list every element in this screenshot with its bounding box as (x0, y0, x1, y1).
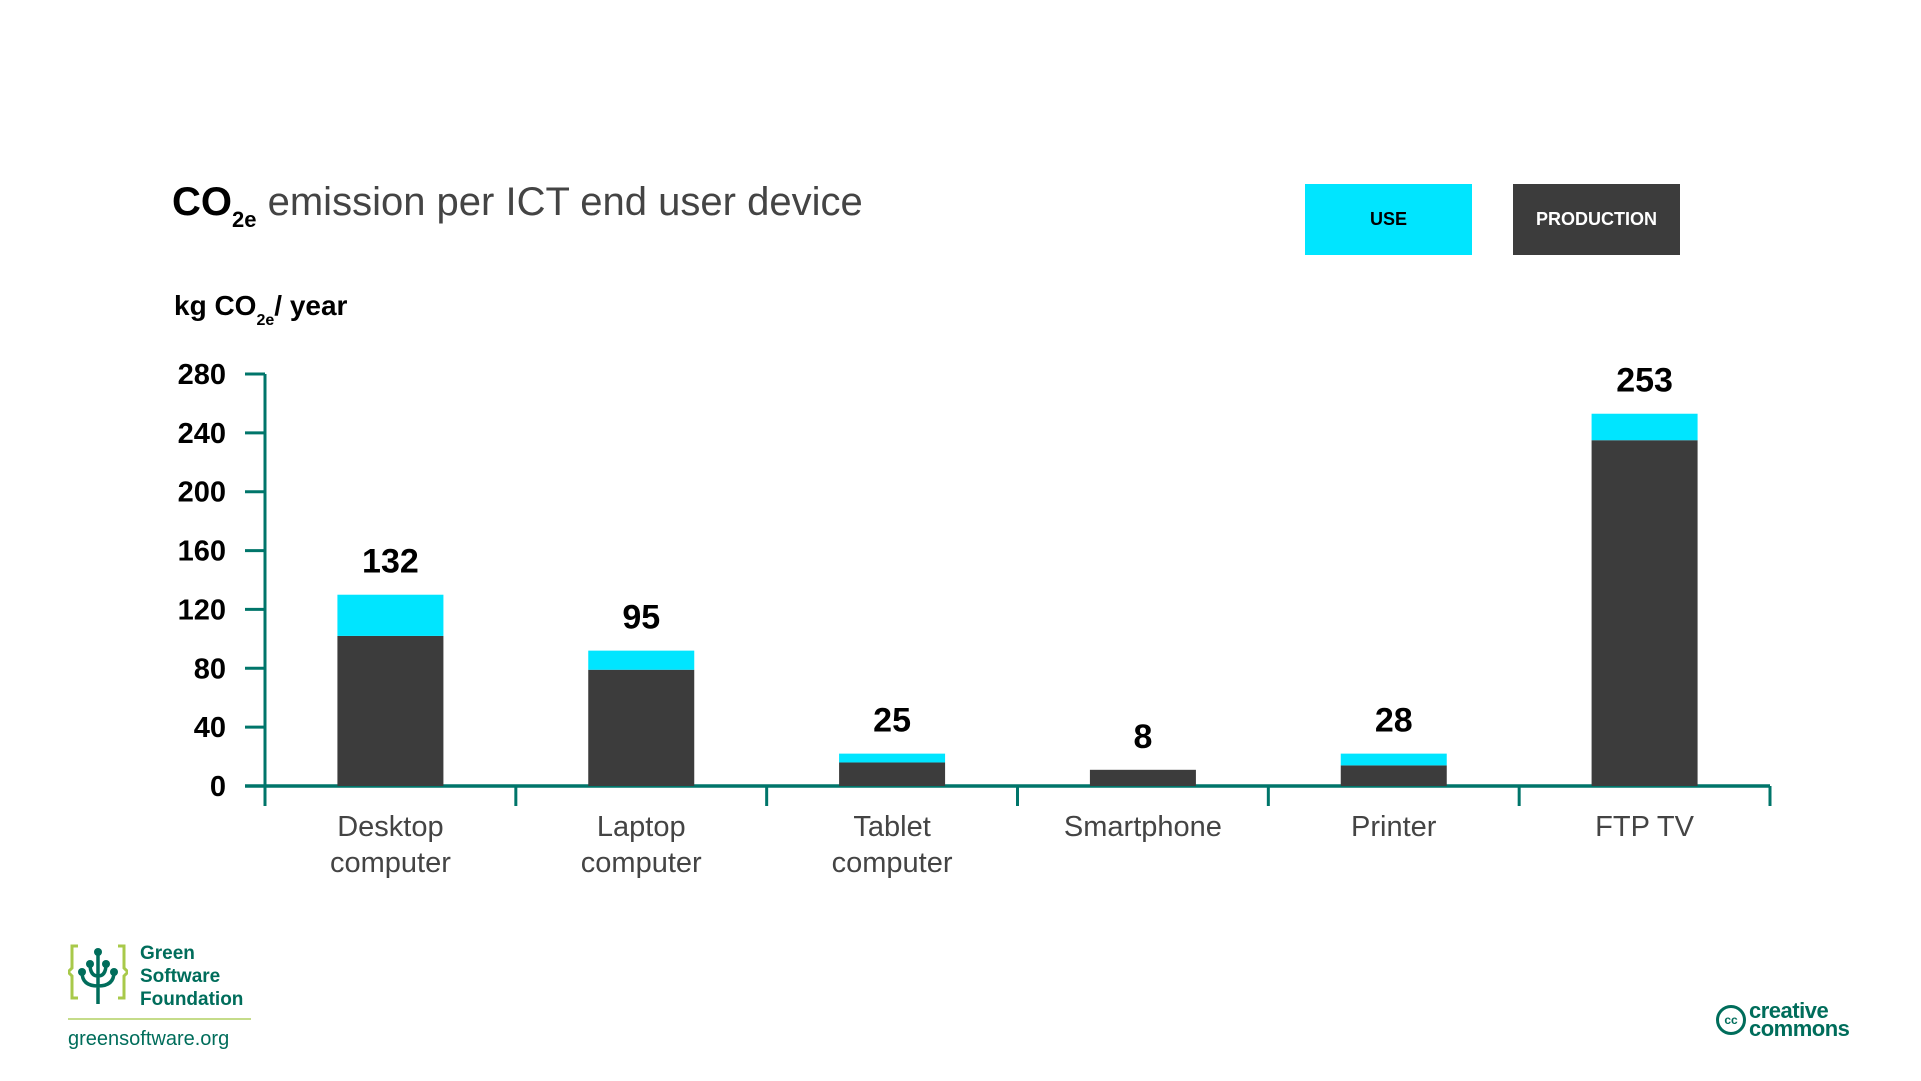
title-co: CO (172, 180, 232, 224)
x-category-label: Smartphone (1064, 811, 1222, 843)
gsf-org-name: Green Software Foundation (140, 942, 260, 1011)
ylabel-suffix: / year (274, 290, 348, 321)
x-category-label: computer (330, 847, 451, 879)
ylabel-prefix: kg CO (174, 290, 257, 321)
footer-divider (68, 1018, 251, 1020)
x-category-label: Printer (1351, 811, 1437, 843)
bar-use (1591, 413, 1698, 441)
cc-icon: cc (1716, 1005, 1746, 1035)
org-name-line: Foundation (140, 989, 244, 1010)
bar-total-label: 25 (873, 702, 911, 740)
bar-total-label: 8 (1133, 718, 1152, 756)
bar-use (588, 650, 695, 670)
chart-title: CO2e emission per ICT end user device (172, 180, 863, 233)
y-tick-label: 0 (210, 771, 226, 803)
x-category-label: FTP TV (1595, 811, 1694, 843)
bar-total-label: 253 (1616, 362, 1673, 400)
green-software-foundation-logo-icon (68, 944, 128, 1004)
legend-use: USE (1305, 184, 1472, 255)
bar-use (337, 594, 444, 636)
y-tick-label: 240 (178, 418, 226, 450)
bar-use (1340, 753, 1447, 766)
x-category-label: Tablet (853, 811, 930, 843)
bar-production (1340, 765, 1447, 786)
org-name-line: Software (140, 966, 221, 987)
y-tick-label: 200 (178, 477, 226, 509)
y-axis-label: kg CO2e/ year (174, 290, 347, 330)
ylabel-subscript: 2e (256, 312, 275, 329)
y-tick-label: 160 (178, 536, 226, 568)
y-tick-label: 40 (194, 712, 226, 744)
x-category-label: Desktop (337, 811, 443, 843)
x-category-label: Laptop (597, 811, 686, 843)
bar-production (1591, 440, 1698, 786)
x-category-label: computer (832, 847, 953, 879)
legend-production: PRODUCTION (1513, 184, 1680, 255)
cc-text-line: creative (1749, 998, 1829, 1023)
gsf-url: greensoftware.org (68, 1028, 230, 1050)
cc-text-line: commons (1749, 1016, 1850, 1041)
bar-production (1089, 769, 1196, 786)
y-tick-label: 280 (178, 359, 226, 391)
x-category-label: computer (581, 847, 702, 879)
bar-production (337, 635, 444, 786)
bar-total-label: 95 (622, 599, 660, 637)
cc-text: creative commons (1749, 998, 1850, 1041)
bar-production (588, 669, 695, 786)
bar-production (839, 762, 946, 786)
y-tick-label: 120 (178, 594, 226, 626)
bar-use (839, 753, 946, 763)
title-text: emission per ICT end user device (267, 180, 863, 224)
bar-total-label: 132 (362, 543, 419, 581)
bar-total-label: 28 (1375, 702, 1413, 740)
title-subscript: 2e (232, 207, 257, 232)
y-tick-label: 80 (194, 653, 226, 685)
creative-commons-logo: cc creative commons (1716, 998, 1850, 1041)
org-name-line: Green (140, 943, 195, 964)
